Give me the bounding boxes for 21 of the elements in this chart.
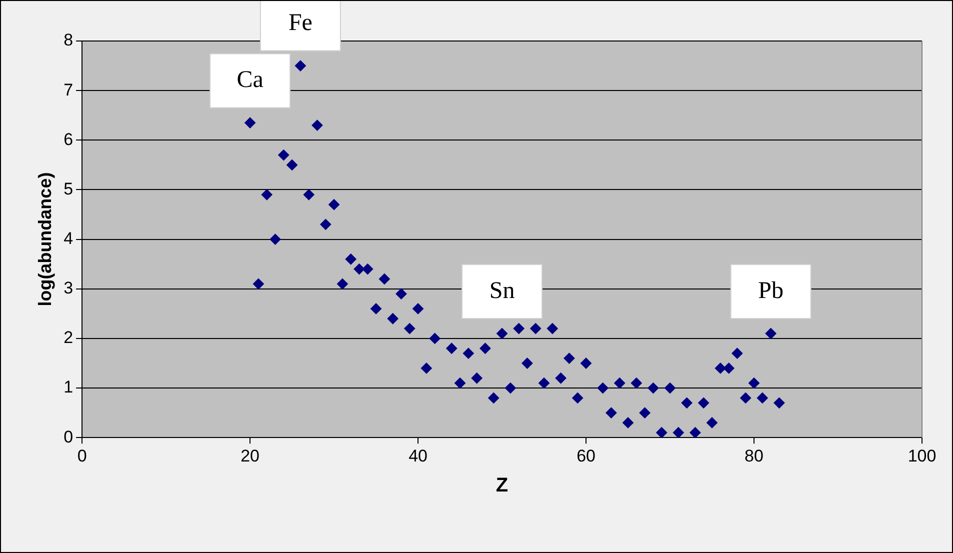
y-tick-label: 6	[64, 130, 74, 149]
x-tick-label: 0	[77, 446, 87, 466]
annotation: Fe	[288, 10, 312, 36]
y-tick-label: 0	[64, 427, 74, 446]
x-tick-label: 100	[908, 446, 936, 466]
x-tick-label: 40	[408, 446, 428, 466]
y-tick-label: 3	[64, 278, 74, 298]
x-axis-title: Z	[496, 474, 508, 497]
y-tick-label: 7	[64, 80, 74, 100]
y-axis-title: log(abundance)	[34, 172, 55, 306]
x-tick-label: 20	[240, 446, 260, 466]
x-tick-label: 60	[576, 446, 596, 466]
annotation: Ca	[236, 67, 264, 94]
y-tick-label: 5	[64, 179, 74, 198]
x-tick-label: 80	[744, 446, 764, 466]
y-tick-label: 1	[64, 378, 74, 397]
annotation: Pb	[758, 278, 784, 304]
y-tick-label: 2	[64, 328, 74, 348]
y-tick-label: 8	[64, 30, 74, 50]
y-tick-label: 4	[64, 228, 74, 248]
annotation: Sn	[489, 278, 515, 304]
